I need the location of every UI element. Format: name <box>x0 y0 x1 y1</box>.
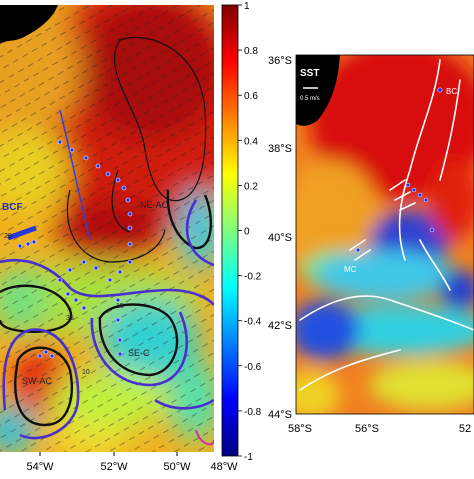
station-dot <box>57 277 63 283</box>
right-y-tick-label: 38°S <box>268 143 292 155</box>
right-annotations: SST 0.5 m/s BC MC <box>300 68 457 274</box>
colorbar: 1 0.8 0.6 0.4 0.2 0 -0.2 -0.4 -0.6 -0.8 -1 <box>221 1 262 463</box>
station-dot <box>117 351 123 357</box>
station-dot <box>127 259 133 265</box>
colorbar-tick-label: -0.8 <box>244 407 262 418</box>
station-dot <box>115 297 121 303</box>
station-dot <box>57 139 63 145</box>
label-sw-ac: SW-AC <box>22 376 52 386</box>
label-station-29: 29 <box>4 233 12 240</box>
station-dot <box>117 337 123 343</box>
station-dot <box>49 353 55 359</box>
colorbar-tick-label: 1 <box>244 1 250 12</box>
left-x-tick-label: 52°W <box>100 461 128 473</box>
sst-title: SST <box>300 68 319 79</box>
colorbar-tick-label: 0.4 <box>244 136 258 147</box>
left-map-panel <box>0 5 214 452</box>
station-dot <box>115 317 121 323</box>
colorbar-tick-label: 0 <box>244 227 250 238</box>
station-dot <box>95 163 101 169</box>
right-x-tick-label: 52 <box>459 423 471 435</box>
label-mc: MC <box>344 265 357 274</box>
right-x-axis: 58°S 56°S 52 <box>288 423 471 435</box>
station-dot <box>93 265 99 271</box>
station-dot <box>121 185 127 191</box>
scale-label: 0.5 m/s <box>300 96 320 102</box>
label-se-c: SE-C <box>128 348 150 358</box>
station-dot <box>107 277 113 283</box>
label-station-35: 35 <box>66 315 74 322</box>
right-x-tick-label: 56°S <box>355 423 379 435</box>
station-dot <box>117 269 123 275</box>
label-station-10: 10 <box>82 369 90 376</box>
station-dot <box>115 177 121 183</box>
right-y-axis: 36°S 38°S 40°S 42°S 44°S <box>268 55 292 421</box>
station-dot <box>127 241 133 247</box>
station-dot <box>81 259 87 265</box>
right-x-tick-label: 58°S <box>288 423 312 435</box>
label-station-15: 15 <box>116 303 124 310</box>
colorbar-gradient <box>221 4 239 457</box>
station-dot <box>67 267 73 273</box>
label-ne-ac: NE-AC <box>140 200 169 210</box>
label-bc: BC <box>446 87 457 96</box>
station-dot <box>31 239 37 245</box>
colorbar-tick-label: -0.2 <box>244 272 262 283</box>
label-bcf: BCF <box>2 202 23 213</box>
left-x-tick-label: 54°W <box>26 461 54 473</box>
station-dot <box>17 243 23 249</box>
colorbar-tick-label: 0.6 <box>244 91 258 102</box>
left-annotations: BCF NE-AC SE-C SW-AC 29 35 15 10 <box>2 200 169 386</box>
left-x-tick-label: 50°W <box>163 461 191 473</box>
station-dot <box>81 305 87 311</box>
right-y-tick-label: 44°S <box>268 409 292 421</box>
colorbar-tick-label: -0.6 <box>244 362 262 373</box>
right-y-tick-label: 40°S <box>268 232 292 244</box>
station-dot <box>25 241 31 247</box>
station-dot <box>127 225 133 231</box>
right-y-tick-label: 42°S <box>268 320 292 332</box>
station-dot <box>73 297 79 303</box>
station-dot <box>43 349 49 355</box>
station-dot <box>69 147 75 153</box>
station-dot <box>37 353 43 359</box>
colorbar-tick-label: -1 <box>244 452 253 463</box>
station-dot <box>65 291 71 297</box>
station-dot <box>83 155 89 161</box>
station-dot <box>127 211 133 217</box>
right-y-tick-label: 36°S <box>268 55 292 67</box>
station-dot <box>125 197 131 203</box>
colorbar-tick-label: 0.8 <box>244 46 258 57</box>
left-x-axis: 54°W 52°W 50°W 48°W <box>26 452 238 473</box>
colorbar-tick-label: -0.4 <box>244 317 262 328</box>
left-x-tick-label: 48°W <box>210 461 238 473</box>
colorbar-tick-label: 0.2 <box>244 181 258 192</box>
right-sst-panel <box>296 55 474 414</box>
station-dot <box>105 171 111 177</box>
